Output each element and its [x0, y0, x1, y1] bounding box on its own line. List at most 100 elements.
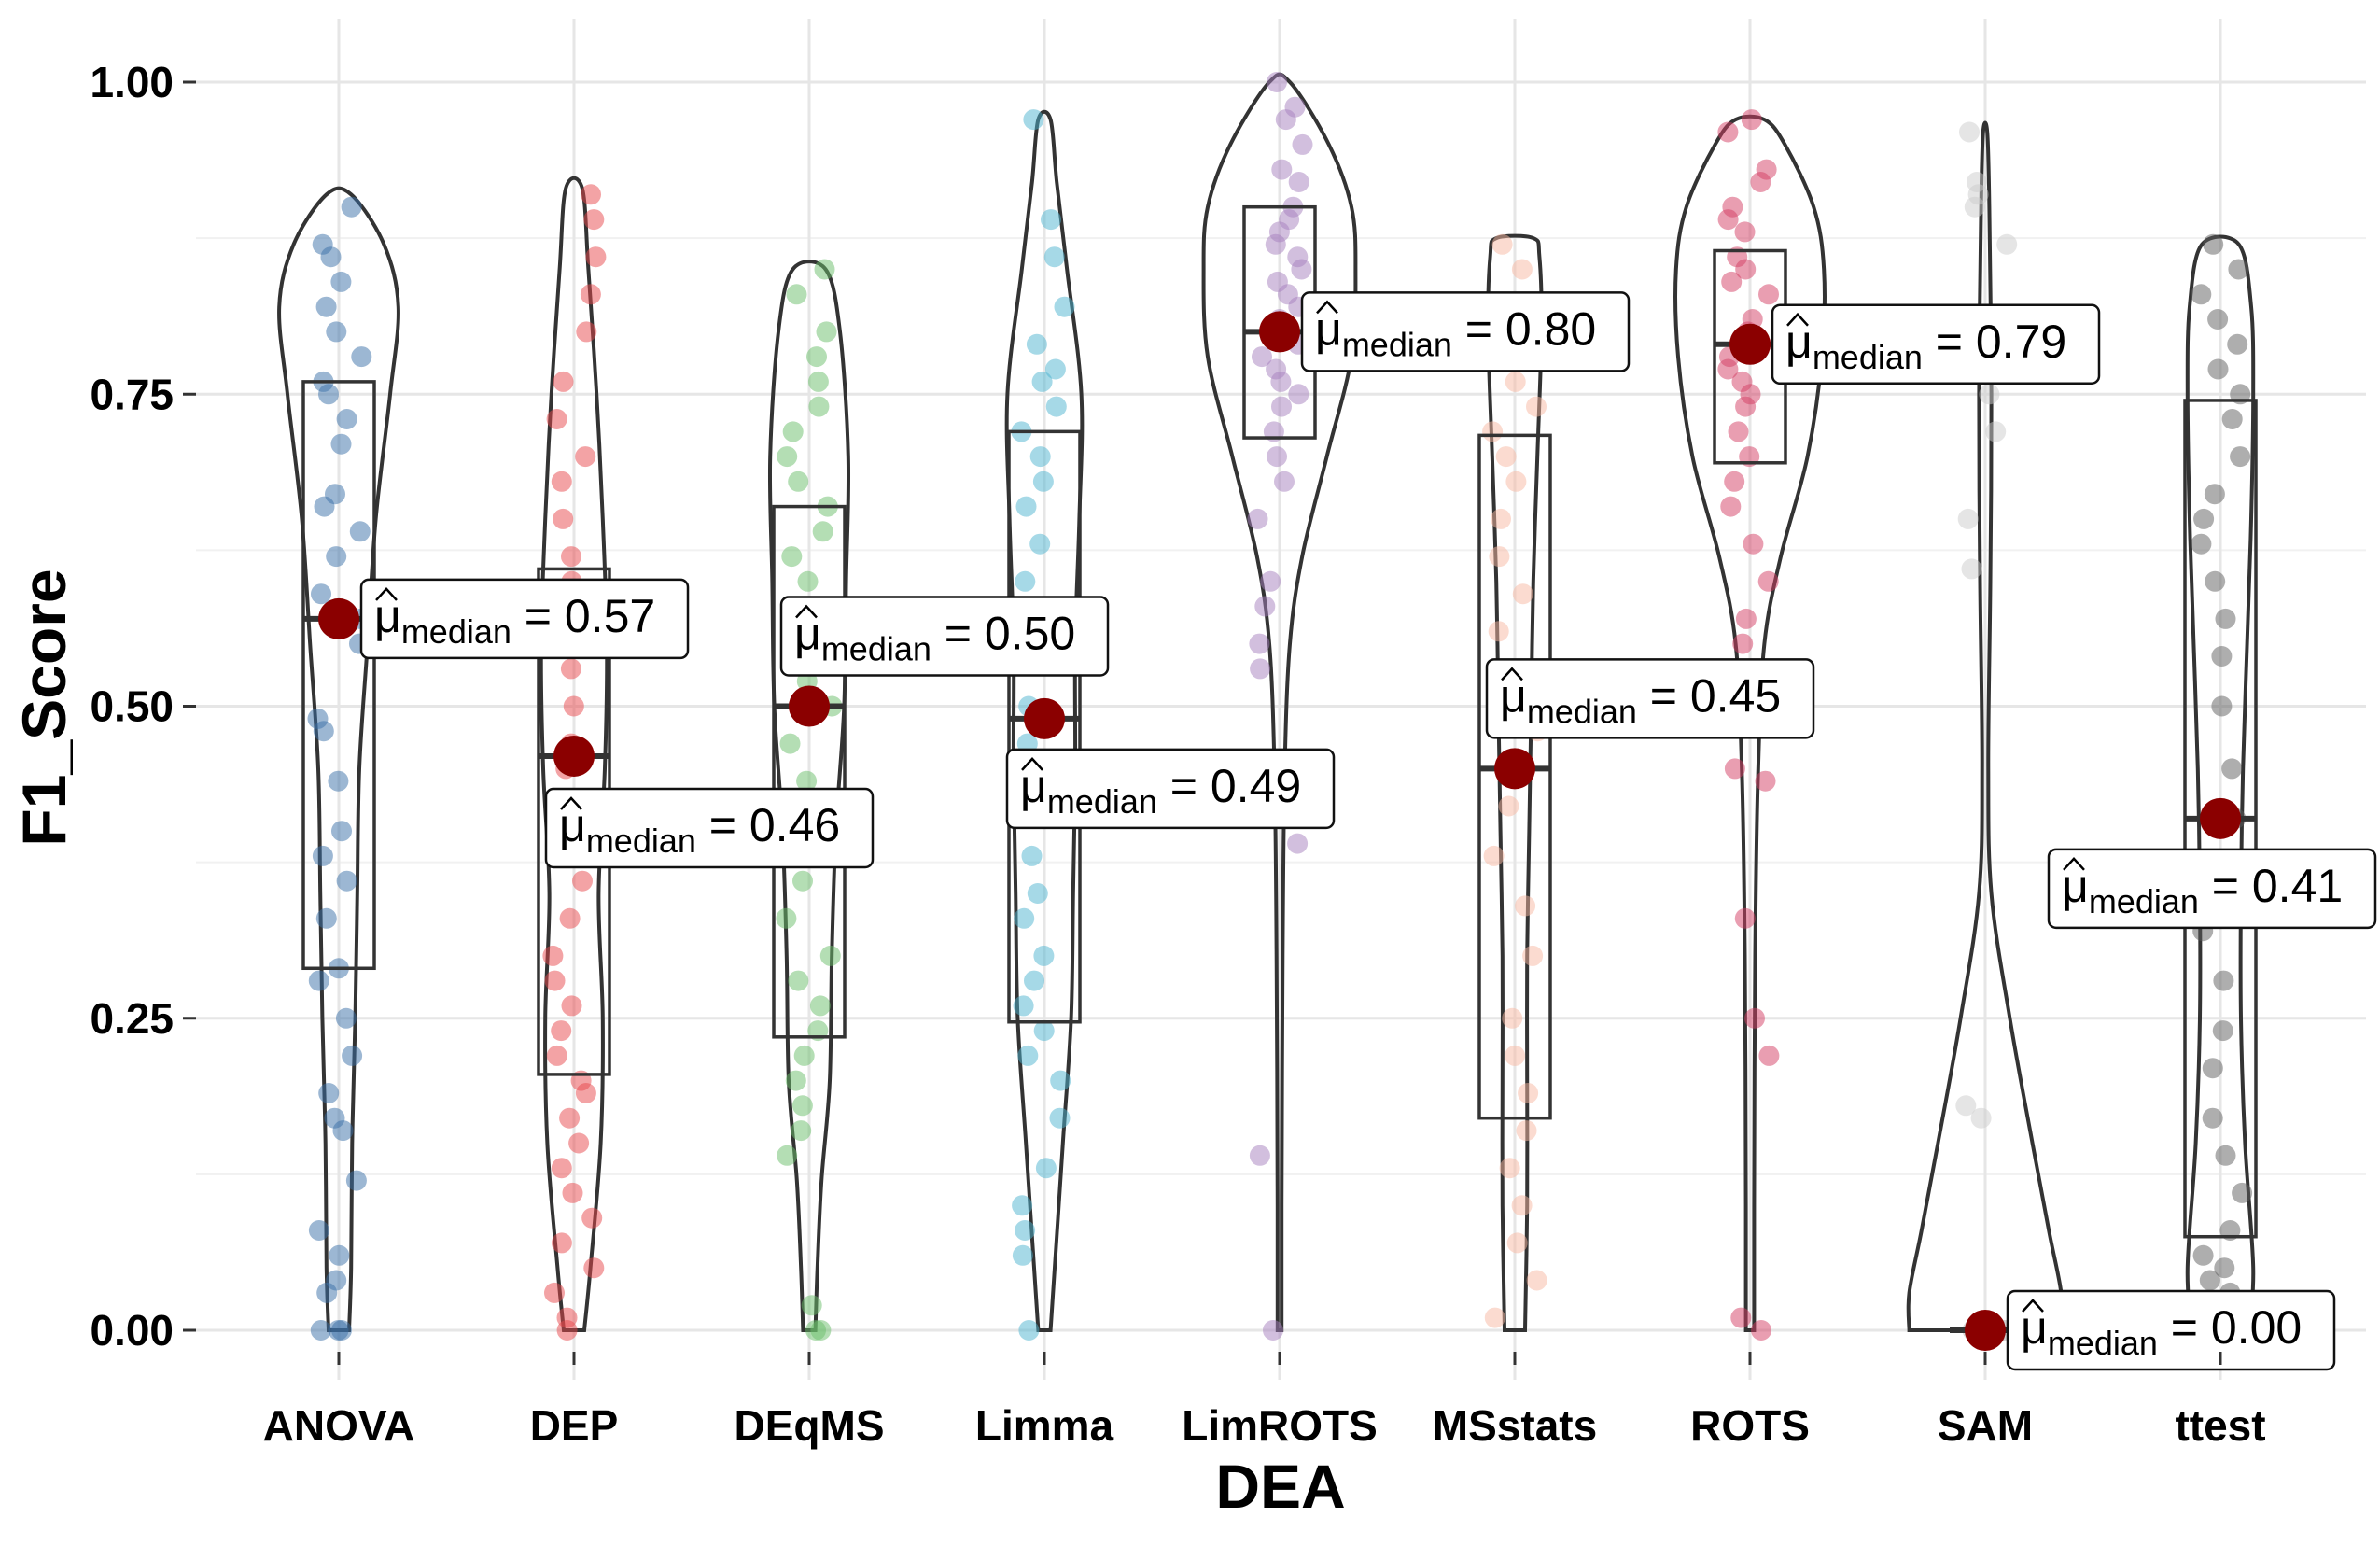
- data-point: [816, 321, 837, 343]
- data-point: [345, 1170, 367, 1191]
- data-point: [1033, 945, 1055, 966]
- data-point: [1720, 496, 1742, 517]
- data-point: [326, 1270, 347, 1291]
- data-point: [1967, 172, 1987, 192]
- data-point: [1018, 1320, 1040, 1341]
- annotation-value: = 0.50: [931, 608, 1075, 660]
- data-point: [330, 271, 352, 292]
- data-point: [341, 196, 362, 218]
- data-point: [331, 821, 352, 842]
- data-point: [1252, 346, 1272, 368]
- median-marker-ttest: [2200, 797, 2241, 839]
- data-point: [311, 583, 331, 605]
- annotation-subscript: median: [1047, 782, 1157, 821]
- data-point: [1491, 508, 1511, 529]
- violin-anova: [277, 186, 400, 1332]
- median-marker-dep: [553, 735, 595, 777]
- data-point: [544, 1282, 565, 1303]
- data-point: [792, 870, 813, 892]
- data-point: [576, 321, 597, 343]
- data-point: [1722, 196, 1743, 218]
- box-deqms: [772, 504, 847, 1039]
- median-layer: [318, 311, 2241, 1351]
- x-tick-label: DEqMS: [735, 1401, 885, 1450]
- annotation-hat: [1501, 667, 1523, 681]
- data-point: [1498, 795, 1519, 817]
- data-point: [777, 1145, 798, 1166]
- data-point: [1985, 421, 2007, 442]
- annotation-box: [359, 578, 690, 660]
- annotation-subscript: median: [586, 822, 696, 860]
- data-point: [805, 1320, 826, 1341]
- data-point: [1015, 570, 1036, 592]
- data-point: [1731, 371, 1753, 392]
- median-annotation-dep: μmedian = 0.46: [544, 787, 875, 869]
- data-point: [326, 546, 347, 568]
- data-point: [324, 1107, 345, 1129]
- data-point: [561, 995, 582, 1017]
- data-point: [1758, 284, 1779, 305]
- data-point: [551, 1158, 572, 1179]
- y-tick-label: 0.25: [90, 994, 174, 1043]
- data-point: [1751, 1320, 1771, 1341]
- data-point: [1267, 446, 1287, 468]
- annotation-box: [2047, 848, 2377, 930]
- annotation-value: = 0.45: [1637, 669, 1781, 722]
- data-point: [562, 1182, 583, 1203]
- annotation-hat: [560, 796, 582, 810]
- violin-deqms: [767, 260, 851, 1332]
- data-point: [1499, 1158, 1520, 1179]
- annotation-value: = 0.57: [511, 590, 655, 642]
- data-point: [2221, 758, 2243, 780]
- data-point: [1724, 758, 1745, 780]
- data-point: [1730, 1307, 1752, 1328]
- data-point: [568, 1132, 590, 1154]
- data-point: [544, 970, 566, 991]
- y-tick-label: 0.50: [90, 682, 174, 731]
- data-point: [779, 733, 801, 754]
- box-limma: [1007, 429, 1082, 1024]
- x-tick-label: Limma: [975, 1401, 1114, 1450]
- median-marker-sam: [1965, 1310, 2006, 1351]
- data-point: [1043, 246, 1065, 268]
- median-annotation-anova: μmedian = 0.57: [359, 578, 690, 660]
- x-tick-label: MSstats: [1433, 1401, 1597, 1450]
- data-point: [312, 845, 333, 866]
- data-point: [791, 1120, 812, 1142]
- data-point: [1254, 596, 1276, 617]
- data-point: [2203, 233, 2224, 255]
- data-point: [2212, 1020, 2233, 1042]
- annotation-hat: [1316, 300, 1338, 315]
- data-point: [2211, 695, 2233, 717]
- data-point: [1049, 1107, 1071, 1129]
- annotation-subscript: median: [2089, 882, 2199, 920]
- data-point: [1522, 945, 1544, 966]
- data-point: [2199, 1270, 2220, 1291]
- y-tick-label: 0.00: [90, 1306, 174, 1355]
- data-point: [1044, 358, 1066, 380]
- data-point: [1491, 233, 1513, 255]
- data-point: [1260, 570, 1281, 592]
- data-point: [1032, 471, 1054, 492]
- x-tick-label: SAM: [1938, 1401, 2033, 1450]
- data-point: [542, 945, 564, 966]
- data-point: [796, 770, 818, 792]
- data-point: [342, 1045, 363, 1066]
- data-point: [336, 409, 357, 429]
- data-point: [1734, 221, 1756, 243]
- median-marker-anova: [318, 597, 359, 639]
- data-point: [1526, 1270, 1547, 1291]
- data-point: [791, 1095, 813, 1117]
- x-tick-label: DEP: [530, 1401, 619, 1450]
- data-point: [330, 433, 352, 455]
- data-point: [1512, 583, 1533, 605]
- data-point: [2192, 1244, 2214, 1266]
- x-axis-title: DEA: [1215, 1452, 1345, 1521]
- data-point: [1505, 1045, 1526, 1066]
- annotation-layer: μmedian = 0.57 μmedian = 0.46 μmedian = 0.…: [359, 291, 2377, 1371]
- data-point: [1045, 396, 1067, 417]
- data-point: [1266, 358, 1287, 380]
- annotation-subscript: median: [1813, 338, 1923, 376]
- data-point: [1263, 1320, 1283, 1341]
